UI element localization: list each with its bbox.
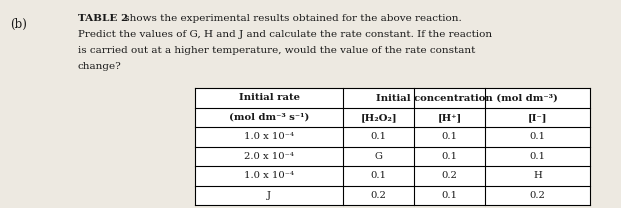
Text: 0.2: 0.2: [442, 171, 458, 180]
Text: [I⁻]: [I⁻]: [528, 113, 548, 122]
Text: is carried out at a higher temperature, would the value of the rate constant: is carried out at a higher temperature, …: [78, 46, 475, 55]
Text: H: H: [533, 171, 542, 180]
Text: G: G: [374, 152, 383, 161]
Text: 0.2: 0.2: [530, 191, 546, 200]
Text: Initial concentration (mol dm⁻³): Initial concentration (mol dm⁻³): [376, 93, 558, 102]
Text: 0.1: 0.1: [442, 152, 458, 161]
Text: (b): (b): [10, 18, 27, 31]
Text: [H⁺]: [H⁺]: [438, 113, 462, 122]
Text: 1.0 x 10⁻⁴: 1.0 x 10⁻⁴: [244, 132, 294, 141]
Text: J: J: [267, 191, 271, 200]
Text: TABLE 2: TABLE 2: [78, 14, 129, 23]
Text: 0.2: 0.2: [371, 191, 387, 200]
Text: 0.1: 0.1: [530, 152, 546, 161]
Text: [H₂O₂]: [H₂O₂]: [360, 113, 397, 122]
Bar: [195, 88, 590, 205]
Text: 0.1: 0.1: [530, 132, 546, 141]
Text: 0.1: 0.1: [442, 132, 458, 141]
Text: change?: change?: [78, 62, 122, 71]
Text: 0.1: 0.1: [371, 171, 387, 180]
Text: Predict the values of G, H and J and calculate the rate constant. If the reactio: Predict the values of G, H and J and cal…: [78, 30, 492, 39]
Text: 0.1: 0.1: [442, 191, 458, 200]
Text: 2.0 x 10⁻⁴: 2.0 x 10⁻⁴: [244, 152, 294, 161]
Text: shows the experimental results obtained for the above reaction.: shows the experimental results obtained …: [121, 14, 462, 23]
Text: 0.1: 0.1: [371, 132, 387, 141]
Text: 1.0 x 10⁻⁴: 1.0 x 10⁻⁴: [244, 171, 294, 180]
Text: Initial rate: Initial rate: [238, 93, 299, 102]
Text: (mol dm⁻³ s⁻¹): (mol dm⁻³ s⁻¹): [229, 113, 309, 122]
